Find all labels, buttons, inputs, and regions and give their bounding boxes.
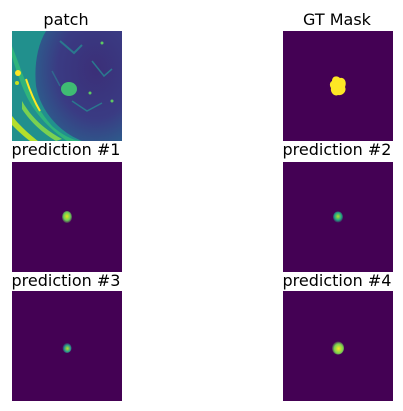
prediction-3-image xyxy=(12,291,122,401)
prediction-4-image xyxy=(283,291,393,401)
gt-mask-image xyxy=(283,31,393,141)
title-prediction-1: prediction #1 xyxy=(11,140,121,159)
title-prediction-3: prediction #3 xyxy=(11,271,121,290)
title-gt-mask: GT Mask xyxy=(303,10,371,29)
title-prediction-2: prediction #2 xyxy=(282,140,392,159)
prediction-2-image xyxy=(283,162,393,272)
patch-image xyxy=(12,31,122,141)
prediction-1-image xyxy=(12,162,122,272)
title-prediction-4: prediction #4 xyxy=(282,271,392,290)
title-patch: patch xyxy=(43,10,89,29)
